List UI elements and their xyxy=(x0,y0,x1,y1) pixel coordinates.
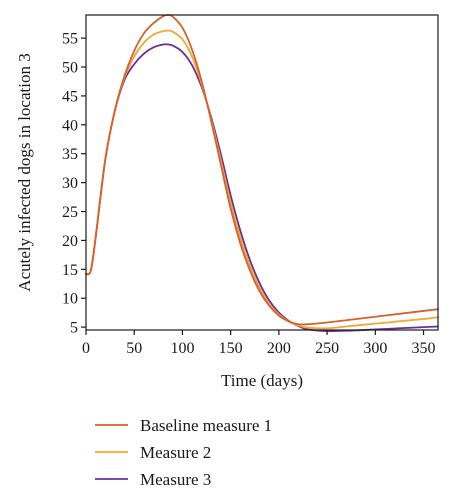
legend-item: Measure 3 xyxy=(95,470,211,489)
series-line-2 xyxy=(85,29,439,330)
legend-item: Measure 2 xyxy=(95,443,211,462)
legend-label: Baseline measure 1 xyxy=(140,416,272,435)
axes: 0 50 100 150 200 250 300 350 5 10 15 20 25 30 35 40 45 50… xyxy=(62,14,439,357)
y-tick-label: 55 xyxy=(62,31,78,48)
x-tick-label: 50 xyxy=(126,340,142,357)
axes-frame xyxy=(85,14,439,331)
x-tick-label: 350 xyxy=(412,340,436,357)
y-tick-label: 35 xyxy=(62,146,78,163)
x-axis-label: Time (days) xyxy=(221,371,303,390)
x-tick-label: 0 xyxy=(82,340,90,357)
legend-label: Measure 3 xyxy=(140,470,211,489)
x-tick-label: 150 xyxy=(219,340,243,357)
y-tick-label: 5 xyxy=(70,320,78,337)
series-line-1 xyxy=(85,14,439,326)
y-tick-label: 40 xyxy=(62,117,78,134)
y-tick-label: 15 xyxy=(62,262,78,279)
y-tick-label: 25 xyxy=(62,204,78,221)
x-tick-label: 100 xyxy=(170,340,194,357)
series-line-3 xyxy=(85,43,439,333)
y-tick-label: 45 xyxy=(62,88,78,105)
legend-item: Baseline measure 1 xyxy=(95,416,272,435)
y-tick-label: 30 xyxy=(62,175,78,192)
x-tick-label: 300 xyxy=(363,340,387,357)
x-tick-label: 250 xyxy=(315,340,339,357)
x-tick-label: 200 xyxy=(267,340,291,357)
y-tick-label: 50 xyxy=(62,60,78,77)
y-tick-label: 10 xyxy=(62,291,78,308)
plot-area xyxy=(85,14,439,333)
y-tick-label: 20 xyxy=(62,233,78,250)
legend: Baseline measure 1 Measure 2 Measure 3 xyxy=(95,416,272,489)
y-axis-label: Acutely infected dogs in location 3 xyxy=(15,53,34,291)
legend-label: Measure 2 xyxy=(140,443,211,462)
